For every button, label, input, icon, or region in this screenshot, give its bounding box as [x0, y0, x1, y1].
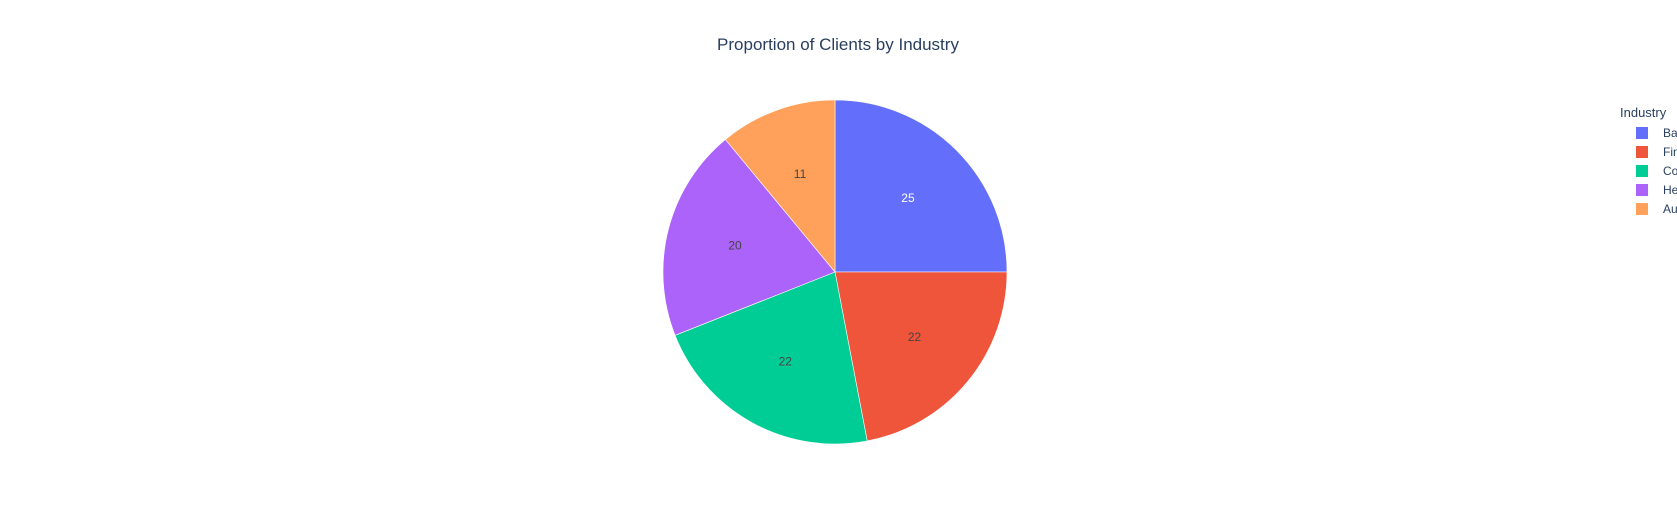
legend-item-finance[interactable]: Finance [1636, 145, 1677, 159]
legend-items: Banking Finance Consulting Healthcare Automo… [1636, 126, 1677, 216]
legend-label: Automotive [1663, 202, 1677, 216]
slice-value-label: 11 [794, 167, 807, 181]
legend: Industry Banking Finance Consulting Healthc… [1620, 105, 1677, 216]
slice-value-label: 20 [728, 239, 742, 253]
legend-swatch [1636, 203, 1648, 215]
legend-label: Healthcare [1663, 183, 1677, 197]
pie-slice-automotive[interactable] [724, 99, 836, 273]
pie-slice-finance[interactable] [834, 271, 1008, 442]
pie-slices [662, 99, 1008, 445]
chart-title: Proportion of Clients by Industry [717, 35, 959, 54]
slice-value-label: 22 [908, 330, 922, 344]
legend-swatch [1636, 165, 1648, 177]
legend-swatch [1636, 127, 1648, 139]
slice-value-label: 22 [779, 355, 793, 369]
legend-swatch [1636, 146, 1648, 158]
legend-item-banking[interactable]: Banking [1636, 126, 1677, 140]
legend-label: Consulting [1663, 164, 1677, 178]
legend-label: Finance [1663, 145, 1677, 159]
pie-slice-labels: 25 22 22 20 11 [728, 167, 921, 369]
legend-item-automotive[interactable]: Automotive [1636, 202, 1677, 216]
legend-swatch [1636, 184, 1648, 196]
legend-title: Industry [1620, 105, 1667, 120]
pie-slice-consulting[interactable] [674, 271, 868, 445]
pie-slice-healthcare[interactable] [662, 139, 836, 336]
legend-label: Banking [1663, 126, 1677, 140]
slice-value-label: 25 [901, 191, 915, 205]
legend-item-healthcare[interactable]: Healthcare [1636, 183, 1677, 197]
pie-slice-banking[interactable] [834, 99, 1008, 273]
legend-item-consulting[interactable]: Consulting [1636, 164, 1677, 178]
